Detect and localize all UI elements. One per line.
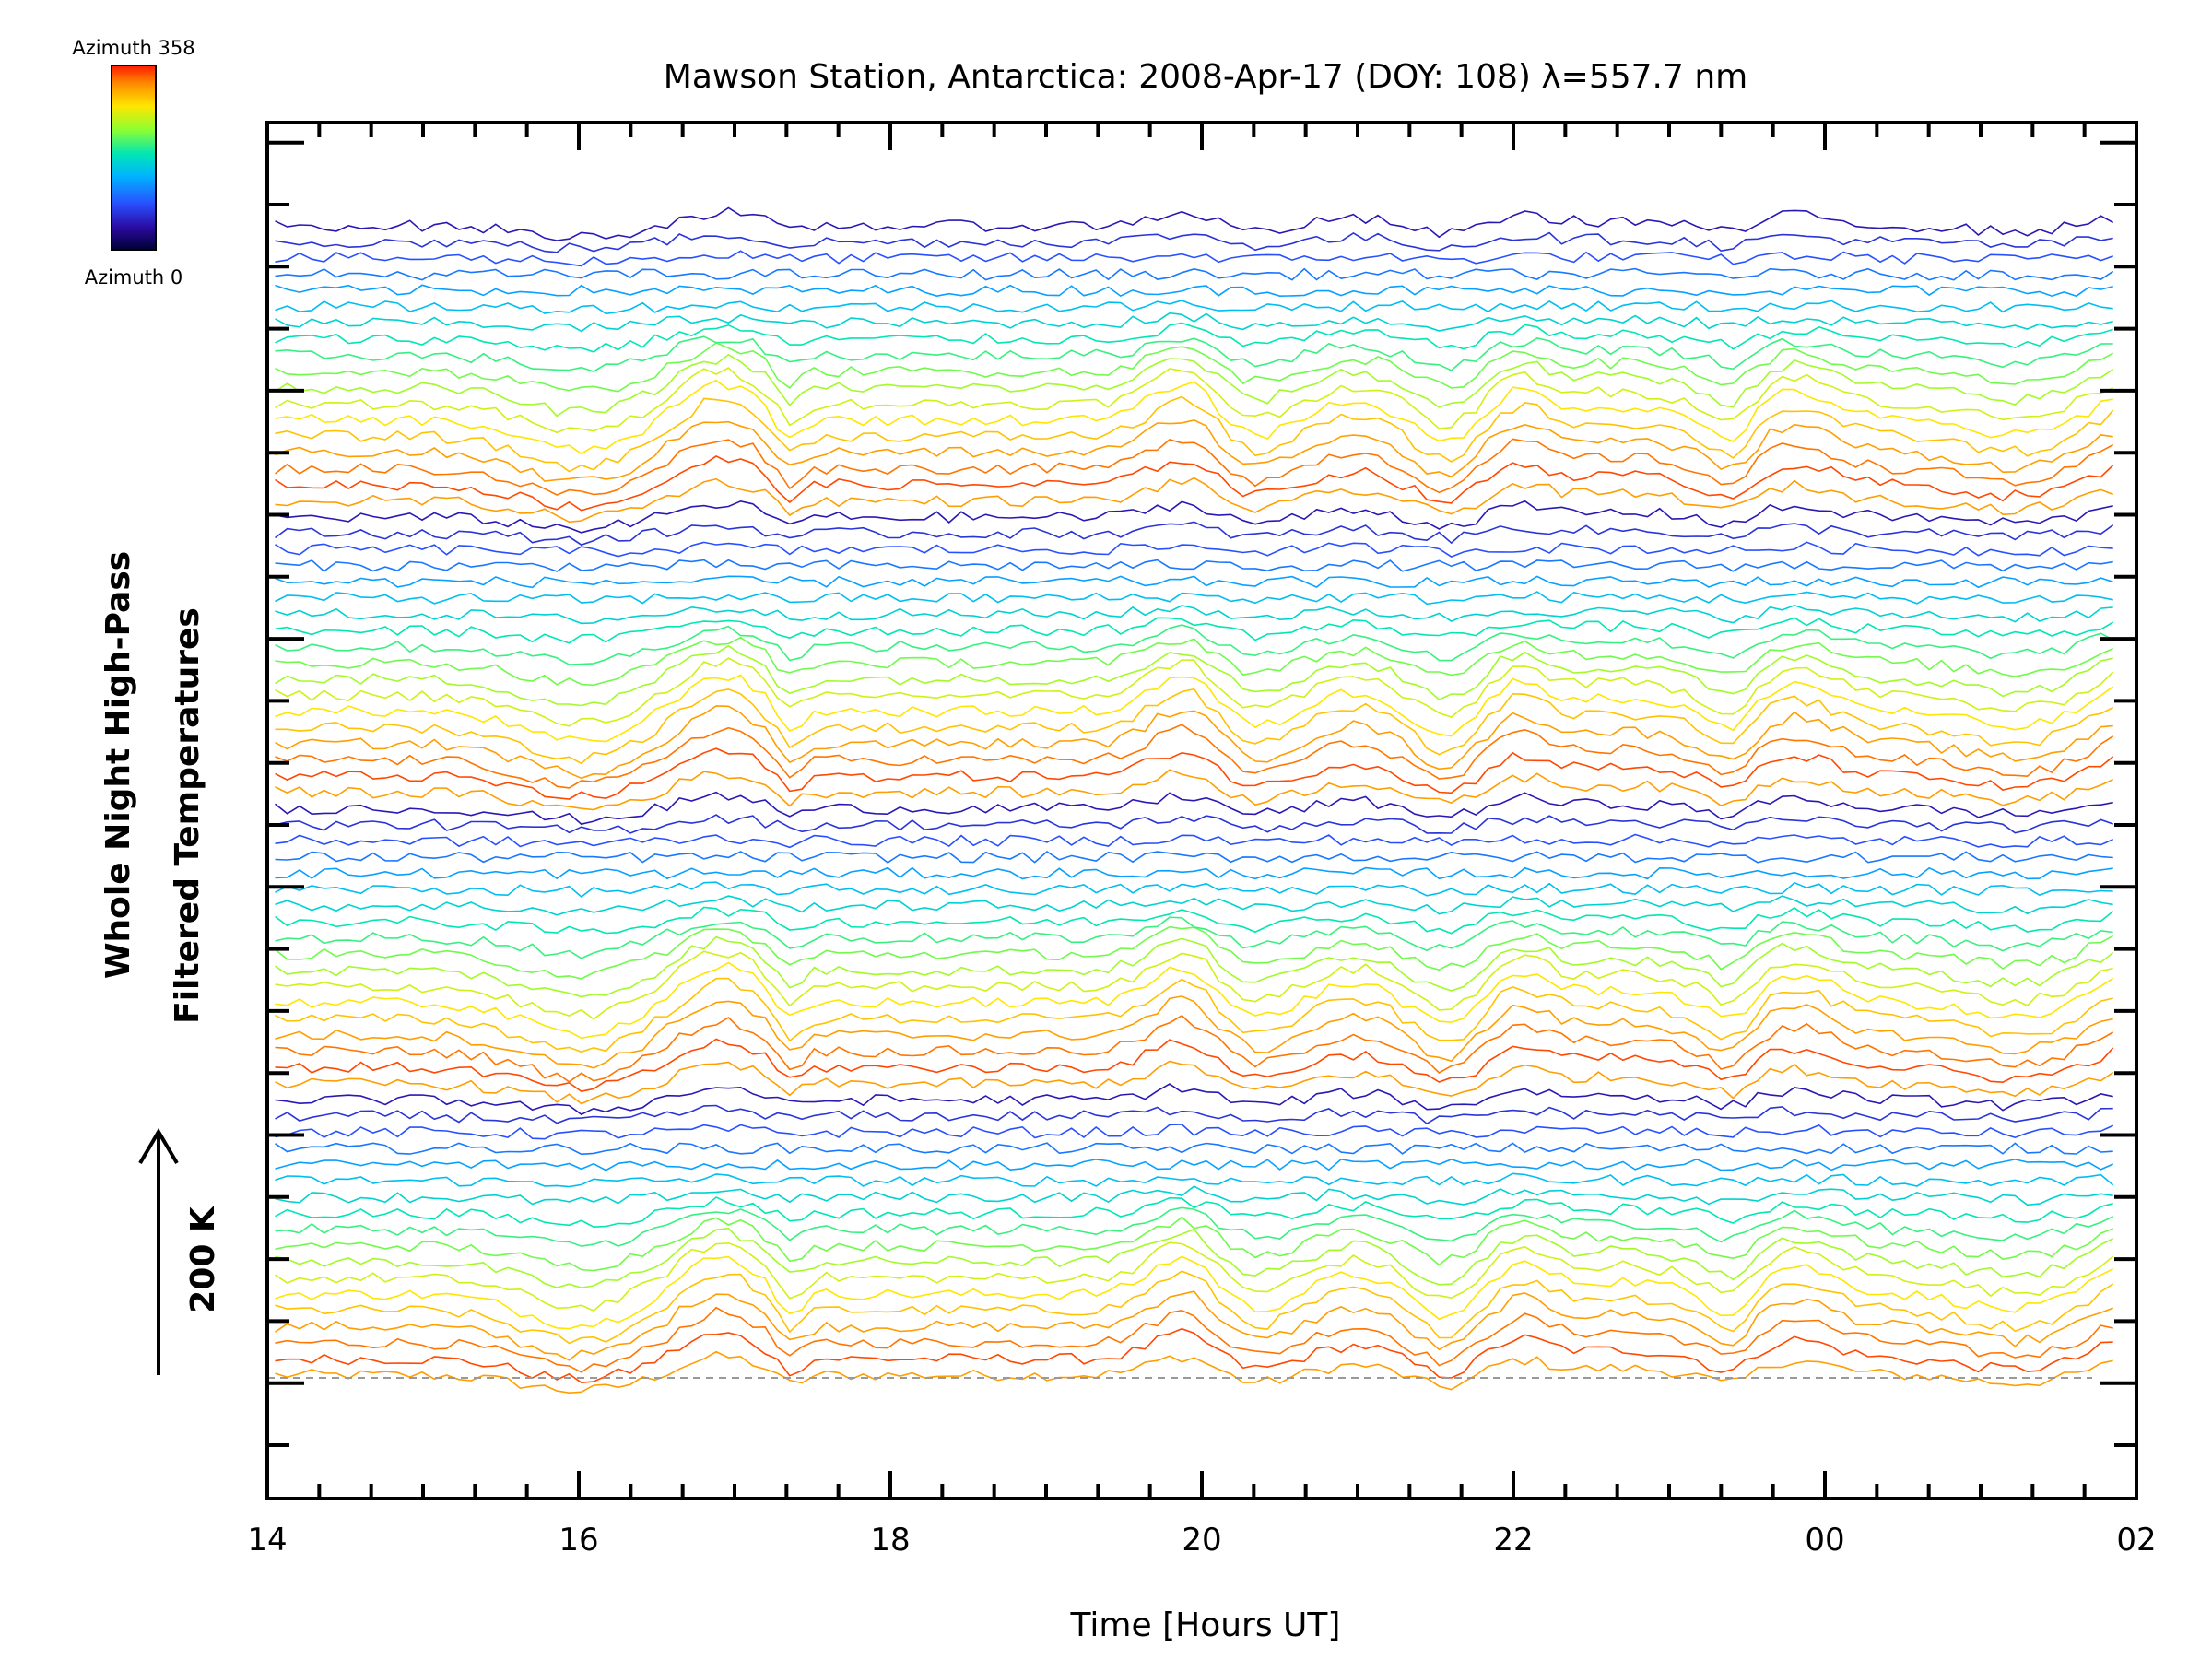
series-line [275,977,2113,1053]
series-line [275,624,2114,665]
series-line [275,1290,2113,1361]
series-line [275,833,2114,849]
series-line [275,995,2113,1069]
series-line [275,1124,2114,1140]
series-line [275,1104,2113,1125]
series-line [275,206,2114,241]
chart-title: Mawson Station, Antarctica: 2008-Apr-17 … [664,58,1747,96]
series-line [275,591,2113,606]
series-line [275,284,2113,298]
series-line [275,342,2114,393]
series-line [275,950,2113,1020]
series-line [275,617,2114,644]
series-line [275,1216,2113,1272]
colorbar-top-label: Azimuth 358 [72,37,194,59]
series-line [275,353,2114,418]
series-line [275,636,2114,687]
series-line [275,312,2113,333]
series-line [275,367,2114,434]
series-line [275,1158,2114,1171]
series-line [275,705,2113,780]
series-line [275,559,2113,572]
x-tick-label-20: 20 [1182,1522,1221,1559]
series-line [275,895,2113,916]
series-line [275,418,2113,482]
series-line [275,395,2114,473]
series-line [275,769,2114,811]
series-line [275,1270,2114,1345]
y-axis-label-line1: Whole Night High-Pass [100,551,137,979]
series-line [275,575,2113,589]
series-line [275,541,2113,558]
series-line [275,300,2113,315]
series-line [275,814,2113,834]
series-line [275,850,2113,864]
series-line [275,604,2113,625]
x-tick-label-00: 00 [1805,1522,1844,1559]
series-line [275,1014,2114,1083]
x-axis: 14 16 18 20 22 00 02 [247,123,2157,1559]
series-line [275,379,2113,455]
series-line [275,438,2114,496]
series-line [275,644,2113,707]
series-line [275,477,2113,524]
series-line [275,1206,2114,1247]
y-axis-label-line2: Filtered Temperatures [169,607,206,1024]
series-line [275,231,2113,253]
series-line [275,1196,2113,1229]
x-axis-label: Time [Hours UT] [1070,1606,1341,1644]
series-line [275,961,2114,1040]
scale-bar-arrowhead [138,1128,179,1165]
series-line [275,322,2113,353]
series-line [275,747,2114,800]
series-line [275,1172,2114,1188]
series-line [275,335,2113,372]
series-line [275,674,2114,743]
series-line [275,1083,2113,1116]
series-line [275,791,2113,826]
series-line [275,1306,2113,1373]
series-line [275,935,2114,998]
series-line [275,1227,2114,1289]
series-traces [275,206,2114,1394]
series-line [275,866,2113,880]
series-line [275,1255,2114,1330]
scale-bar-label: 200 K [184,1206,222,1313]
series-line [275,500,2113,534]
series-line [275,1185,2113,1206]
colorbar-bottom-label: Azimuth 0 [85,266,183,288]
series-line [275,1060,2114,1105]
series-line [275,454,2114,512]
x-tick-label-16: 16 [559,1522,598,1559]
series-line [275,1350,2113,1394]
series-line [275,267,2114,281]
series-line [275,724,2114,789]
series-line [275,250,2113,267]
series-line [275,1142,2113,1156]
series-line [275,906,2114,935]
series-line [275,657,2114,727]
x-tick-label-22: 22 [1493,1522,1533,1559]
series-line [275,1038,2114,1092]
x-tick-label-14: 14 [247,1522,287,1559]
series-line [275,1241,2114,1312]
series-line [275,881,2113,899]
colorbar [111,65,157,251]
x-tick-label-18: 18 [870,1522,910,1559]
series-line [275,521,2114,547]
series-line [275,1327,2113,1384]
series-line [275,916,2113,959]
x-tick-label-02: 02 [2116,1522,2156,1559]
series-line [275,688,2114,765]
